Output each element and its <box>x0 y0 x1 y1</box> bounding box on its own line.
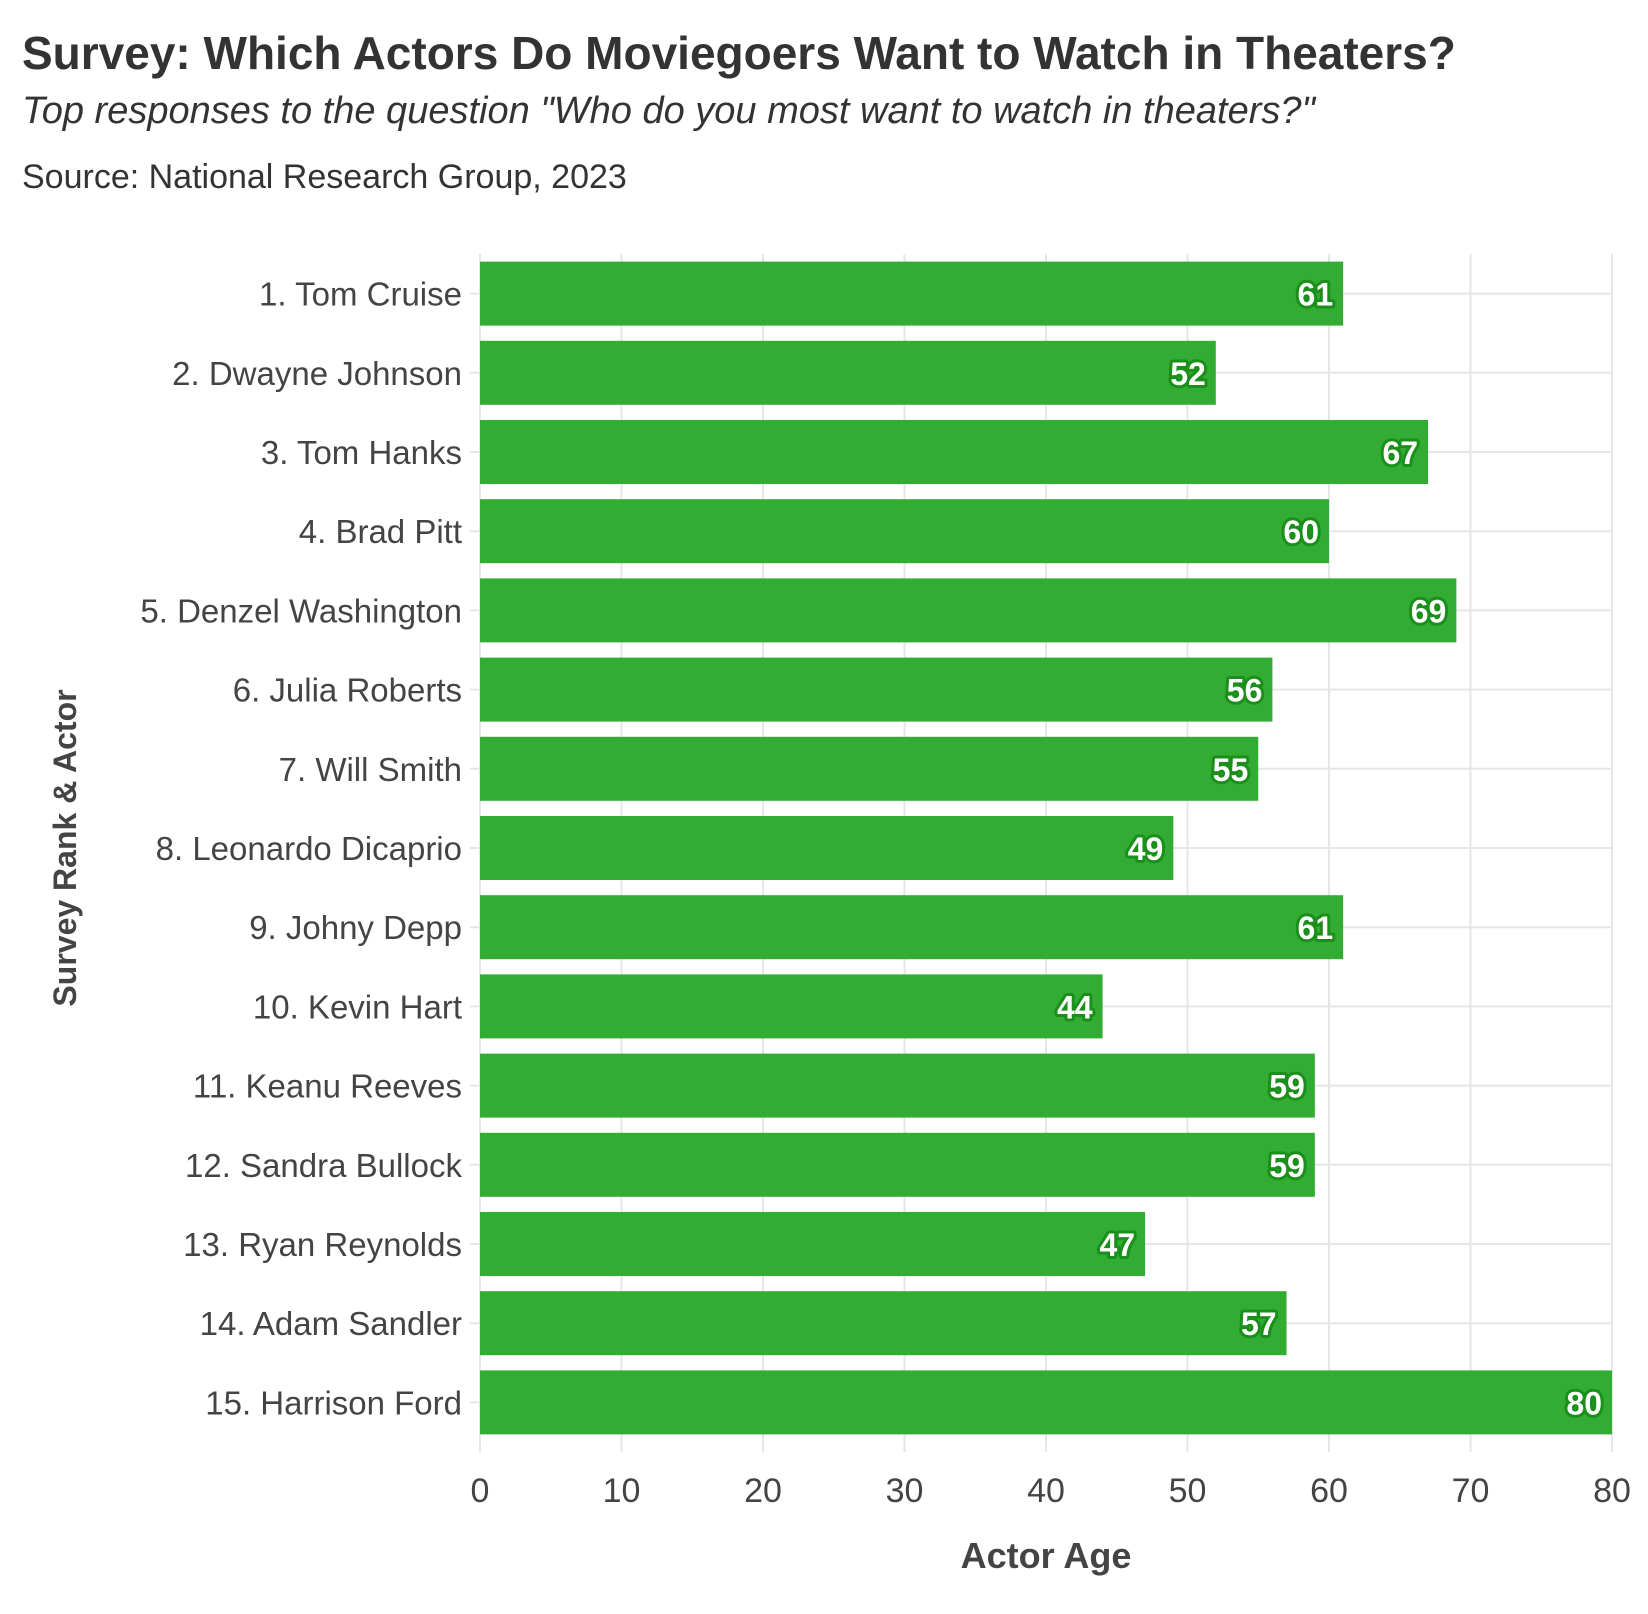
y-axis-title: Survey Rank & Actor <box>47 689 83 1006</box>
x-tick-label: 40 <box>1027 1472 1065 1510</box>
bar <box>480 1370 1612 1435</box>
bar <box>480 261 1344 326</box>
bar-value-label: 80 <box>1566 1385 1602 1421</box>
y-tick-label: 12. Sandra Bullock <box>185 1147 463 1184</box>
bar <box>480 816 1174 880</box>
bar-value-label: 59 <box>1269 1069 1305 1105</box>
x-axis-tick-labels: 0 10 20 30 40 50 60 70 80 <box>471 1472 1631 1510</box>
bars <box>480 261 1612 1435</box>
bar <box>480 420 1429 484</box>
y-tick-label: 6. Julia Roberts <box>233 672 462 709</box>
x-tick-label: 20 <box>744 1472 782 1510</box>
y-tick-label: 4. Brad Pitt <box>299 513 462 550</box>
chart-subtitle: Top responses to the question "Who do yo… <box>22 90 1315 132</box>
chart-title: Survey: Which Actors Do Moviegoers Want … <box>22 27 1456 79</box>
y-tick-label: 7. Will Smith <box>279 751 462 788</box>
x-tick-label: 0 <box>471 1472 490 1510</box>
x-tick-label: 70 <box>1452 1472 1490 1510</box>
x-tick-label: 80 <box>1593 1472 1631 1510</box>
y-tick-label: 8. Leonardo Dicaprio <box>156 830 462 867</box>
x-axis-title: Actor Age <box>961 1535 1132 1576</box>
bar-value-label: 56 <box>1227 673 1263 709</box>
x-tick-label: 30 <box>886 1472 924 1510</box>
bar-value-label: 44 <box>1057 989 1093 1025</box>
bar <box>480 974 1103 1039</box>
bar-value-label: 60 <box>1283 514 1319 550</box>
bar-value-label: 47 <box>1099 1227 1135 1263</box>
bar <box>480 736 1259 801</box>
bar-value-label: 49 <box>1128 831 1164 867</box>
x-tick-label: 50 <box>1169 1472 1207 1510</box>
y-tick-label: 3. Tom Hanks <box>261 434 462 471</box>
bar-value-label: 57 <box>1241 1306 1277 1342</box>
y-tick-label: 14. Adam Sandler <box>200 1305 462 1342</box>
bar <box>480 1291 1287 1356</box>
bar <box>480 895 1344 960</box>
bar <box>480 1053 1315 1118</box>
y-tick-label: 2. Dwayne Johnson <box>172 355 462 392</box>
y-tick-label: 13. Ryan Reynolds <box>183 1226 462 1263</box>
bar-value-label: 67 <box>1382 435 1418 471</box>
bar-value-label: 52 <box>1170 356 1206 392</box>
y-tick-label: 5. Denzel Washington <box>140 592 462 629</box>
bar <box>480 1132 1315 1197</box>
bar <box>480 657 1273 722</box>
bar-value-label: 69 <box>1411 593 1447 629</box>
bar <box>480 340 1216 405</box>
chart-source: Source: National Research Group, 2023 <box>22 158 627 196</box>
y-tick-label: 1. Tom Cruise <box>259 276 462 313</box>
bar-value-label: 61 <box>1298 277 1334 313</box>
y-tick-label: 10. Kevin Hart <box>253 988 462 1025</box>
bar <box>480 1212 1146 1276</box>
bar-value-label: 61 <box>1298 910 1334 946</box>
bar <box>480 578 1457 643</box>
bar-value-label: 59 <box>1269 1148 1305 1184</box>
y-tick-label: 9. Johny Depp <box>249 909 462 946</box>
x-tick-label: 60 <box>1310 1472 1348 1510</box>
x-tick-label: 10 <box>603 1472 641 1510</box>
y-tick-label: 11. Keanu Reeves <box>193 1068 462 1105</box>
bar-value-labels: 61 52 67 60 69 56 55 49 61 44 59 59 47 57 80 <box>1054 274 1605 1425</box>
bar-value-label: 55 <box>1213 752 1249 788</box>
bar <box>480 499 1329 564</box>
y-tick-label: 15. Harrison Ford <box>205 1384 462 1421</box>
y-axis-tick-labels: 1. Tom Cruise 2. Dwayne Johnson 3. Tom Han… <box>140 276 462 1422</box>
